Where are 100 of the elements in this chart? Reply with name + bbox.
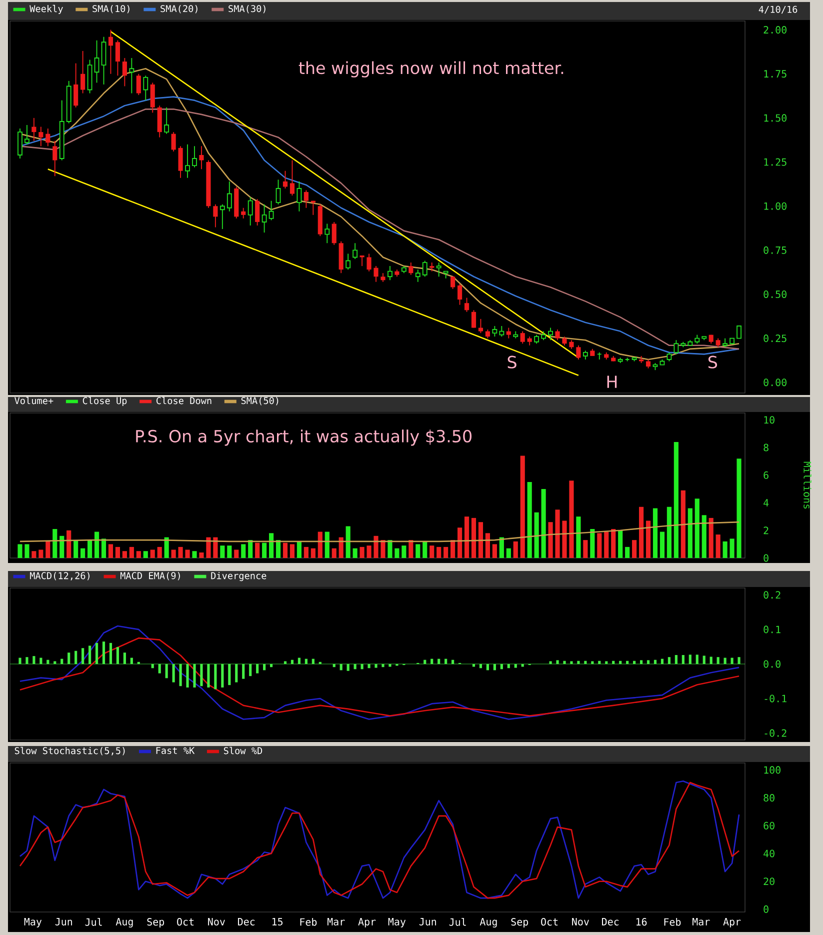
bar <box>199 552 204 558</box>
candlestick <box>296 180 302 212</box>
chart-title: Slow Stochastic(5,5) <box>14 746 125 756</box>
x-tick-label: Apr <box>723 918 741 928</box>
candlestick <box>346 253 351 270</box>
candlestick <box>185 144 190 178</box>
bar <box>506 548 511 558</box>
candlestick <box>143 75 148 101</box>
bar <box>416 544 420 558</box>
bar <box>268 533 274 558</box>
bar <box>46 541 50 558</box>
bar <box>625 546 630 558</box>
y-tick-label: 0 <box>764 554 768 562</box>
chart-title: Volume+ <box>14 396 54 404</box>
x-tick-label: Oct <box>541 918 558 926</box>
x-tick-label: Jul <box>85 918 102 926</box>
candlestick <box>422 260 428 278</box>
candlestick <box>129 58 134 94</box>
bar <box>632 540 637 558</box>
x-tick-label: 15 <box>272 918 282 926</box>
candlestick <box>213 204 218 228</box>
legend-label: Close Down <box>156 396 212 404</box>
bar <box>38 550 44 558</box>
y-tick-label: -0.2 <box>764 729 786 737</box>
bar <box>652 508 658 558</box>
legend-label: Slow %D <box>224 746 262 754</box>
candlestick <box>178 146 183 178</box>
candlestick <box>282 170 288 189</box>
bar <box>722 541 728 558</box>
bar <box>702 515 706 558</box>
candlestick <box>436 262 442 278</box>
x-tick-label: Jun <box>419 918 436 926</box>
candlestick <box>24 124 30 145</box>
x-tick-label: Aug <box>116 918 133 928</box>
x-tick-label: Jul <box>449 918 466 926</box>
bar <box>674 442 678 558</box>
x-tick-label: Sep <box>147 918 164 928</box>
candlestick <box>199 146 204 170</box>
y-tick-label: 0.2 <box>764 591 780 599</box>
bar <box>213 537 218 558</box>
y-tick-label: 40 <box>764 850 774 858</box>
bar <box>569 480 574 558</box>
candlestick <box>220 204 225 230</box>
candlestick <box>674 340 679 355</box>
bar <box>541 488 546 558</box>
bar <box>597 533 602 558</box>
y-tick-label: 0.0 <box>764 660 780 668</box>
annotation: S <box>708 356 718 368</box>
y-tick-label: 0.00 <box>764 378 786 386</box>
bar <box>296 541 302 558</box>
candlestick <box>492 326 498 338</box>
bar <box>80 548 86 558</box>
bar <box>450 540 456 558</box>
bar <box>604 532 609 558</box>
bar <box>24 544 30 558</box>
candlestick <box>736 326 742 339</box>
candlestick <box>171 132 176 152</box>
candlestick <box>241 207 246 219</box>
candlestick <box>304 190 308 208</box>
candlestick <box>80 50 86 94</box>
annotation: S <box>508 356 516 368</box>
candlestick <box>122 58 127 87</box>
x-tick-label: Apr <box>358 918 376 928</box>
bar <box>380 540 386 558</box>
x-tick-label: Aug <box>480 918 497 928</box>
bar <box>590 528 595 558</box>
candlestick <box>262 204 267 234</box>
candlestick <box>18 128 22 159</box>
bar <box>282 542 288 558</box>
legend-label: Fast %K <box>156 747 195 754</box>
candlestick <box>374 266 378 282</box>
x-tick-label: May <box>388 918 406 928</box>
x-tick-label: Nov <box>572 918 589 926</box>
candlestick <box>46 128 50 147</box>
line-series <box>19 625 740 720</box>
legend-label: MACD EMA(9) <box>120 572 180 580</box>
chart-title: Weekly <box>30 4 63 14</box>
candlestick <box>108 29 114 74</box>
bar <box>457 528 462 558</box>
candlestick <box>388 266 392 281</box>
bar <box>688 508 692 558</box>
bar <box>730 538 734 558</box>
legend-label: SMA(20) <box>160 4 198 14</box>
y-axis-title: Millions <box>804 462 812 509</box>
y-tick-label: 6 <box>764 471 768 479</box>
bar <box>394 548 400 558</box>
candlestick <box>352 242 358 260</box>
bar <box>60 536 64 558</box>
bar <box>513 541 518 558</box>
bar <box>234 550 239 558</box>
x-tick-label: Nov <box>208 918 225 926</box>
bar <box>115 546 120 558</box>
y-tick-label: 80 <box>764 794 774 802</box>
candlestick <box>520 330 525 344</box>
bar <box>583 540 588 558</box>
bar <box>611 528 616 558</box>
bar <box>548 522 553 558</box>
bar <box>129 546 134 558</box>
bar <box>52 528 58 558</box>
bar <box>478 522 484 558</box>
